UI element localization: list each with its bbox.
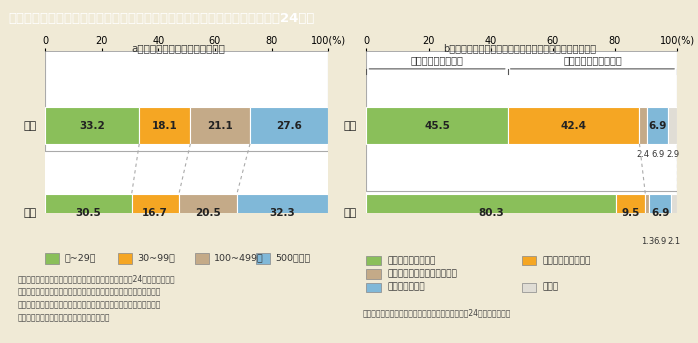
- Bar: [671, 194, 677, 231]
- Bar: [139, 107, 191, 144]
- Text: 21.1: 21.1: [207, 120, 233, 131]
- Text: b．役員を除く雇用者における正規／非正規雇用者の割合: b．役員を除く雇用者における正規／非正規雇用者の割合: [443, 43, 597, 53]
- Text: 正規の職員・従業員: 正規の職員・従業員: [387, 256, 436, 265]
- Text: 33.2: 33.2: [80, 120, 105, 131]
- Text: 張所などを含めた企業全体）でふだん働いている従業者: 張所などを含めた企業全体）でふだん働いている従業者: [17, 300, 161, 309]
- Text: （備考）総務省「労働力調査（詳細集計）」（平成24年）より作成。: （備考）総務省「労働力調査（詳細集計）」（平成24年）より作成。: [363, 309, 512, 318]
- Bar: [646, 194, 649, 231]
- Text: 6.9: 6.9: [651, 208, 669, 218]
- FancyBboxPatch shape: [366, 256, 380, 265]
- Text: 30~99人: 30~99人: [138, 253, 175, 263]
- Text: 男性: 男性: [344, 208, 357, 218]
- Text: 男性: 男性: [24, 208, 37, 218]
- Text: 契約社員・嘱託: 契約社員・嘱託: [387, 283, 424, 292]
- Bar: [237, 194, 328, 231]
- Bar: [45, 194, 132, 231]
- Text: 18.1: 18.1: [152, 120, 178, 131]
- FancyBboxPatch shape: [119, 252, 133, 264]
- Bar: [250, 107, 328, 144]
- FancyBboxPatch shape: [366, 270, 380, 279]
- Bar: [616, 194, 646, 231]
- FancyBboxPatch shape: [195, 252, 209, 264]
- Text: 9.5: 9.5: [621, 208, 640, 218]
- Text: その他: その他: [543, 283, 559, 292]
- Text: 非正規の職員・従業員: 非正規の職員・従業員: [563, 55, 622, 66]
- FancyBboxPatch shape: [521, 283, 536, 292]
- FancyBboxPatch shape: [366, 283, 380, 292]
- Text: 2.9: 2.9: [667, 150, 679, 159]
- Text: 第１－特－５図　従業者規模別及び雇用形態別の雇用の状況（男女別，平成24年）: 第１－特－５図 従業者規模別及び雇用形態別の雇用の状況（男女別，平成24年）: [8, 12, 315, 25]
- Text: 27.6: 27.6: [276, 120, 302, 131]
- Bar: [191, 107, 250, 144]
- Text: 80.3: 80.3: [478, 208, 504, 218]
- Bar: [179, 194, 237, 231]
- Text: 100~499人: 100~499人: [214, 253, 263, 263]
- Bar: [507, 107, 639, 144]
- Text: 1.3: 1.3: [641, 237, 654, 246]
- Text: 20.5: 20.5: [195, 208, 221, 218]
- Text: 32.3: 32.3: [269, 208, 295, 218]
- Bar: [669, 107, 677, 144]
- Text: パート・アルバイト: パート・アルバイト: [543, 256, 591, 265]
- FancyBboxPatch shape: [45, 252, 59, 264]
- Text: 500人以上: 500人以上: [275, 253, 311, 263]
- Text: 30.5: 30.5: [75, 208, 101, 218]
- Text: 16.7: 16.7: [142, 208, 168, 218]
- FancyBboxPatch shape: [256, 252, 270, 264]
- Bar: [639, 107, 647, 144]
- Text: （備考）１．総務省「労働力調査（基本集計）」（平成24年）より作成。: （備考）１．総務省「労働力調査（基本集計）」（平成24年）より作成。: [17, 274, 175, 283]
- Text: a．雇用者数の従業者規模別割合: a．雇用者数の従業者規模別割合: [131, 43, 225, 53]
- Text: 42.4: 42.4: [560, 120, 586, 131]
- Text: 6.9: 6.9: [651, 150, 664, 159]
- Text: 6.9: 6.9: [648, 120, 667, 131]
- Text: 女性: 女性: [24, 120, 37, 131]
- Text: 女性: 女性: [344, 120, 357, 131]
- Bar: [366, 107, 507, 144]
- Bar: [647, 107, 669, 144]
- Text: 労働者派遣事業所の派遣社員: 労働者派遣事業所の派遣社員: [387, 270, 457, 279]
- Bar: [132, 194, 179, 231]
- Text: 2.1: 2.1: [667, 237, 681, 246]
- Bar: [45, 107, 139, 144]
- Text: 数の規模により区分している。: 数の規模により区分している。: [17, 314, 110, 322]
- Bar: [366, 194, 616, 231]
- Text: ２．働いている事業所が属する企業（本店・支店・工場・出: ２．働いている事業所が属する企業（本店・支店・工場・出: [17, 287, 161, 296]
- Text: 6.9: 6.9: [653, 237, 667, 246]
- Text: 2.4: 2.4: [637, 150, 650, 159]
- Text: １~29人: １~29人: [64, 253, 96, 263]
- Bar: [649, 194, 671, 231]
- FancyBboxPatch shape: [521, 256, 536, 265]
- Text: 正規の職員・従業員: 正規の職員・従業員: [410, 55, 463, 66]
- Text: 45.5: 45.5: [424, 120, 450, 131]
